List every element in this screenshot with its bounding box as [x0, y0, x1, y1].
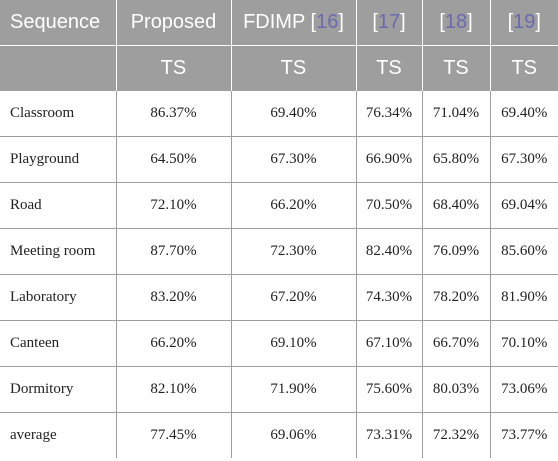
table-cell: 73.77% — [501, 427, 548, 443]
table-header: Sequence Proposed FDIMP [16] [17] [18] [… — [0, 0, 558, 91]
table-cell: 80.03% — [422, 366, 491, 413]
table-row: Road 72.10% 66.20% 70.50% 68.40% 69.04% — [0, 182, 558, 229]
header-metric: TS — [490, 45, 558, 91]
table-cell: 73.31% — [356, 412, 423, 458]
table-cell: 78.20% — [422, 274, 491, 321]
table-cell: 73.06% — [490, 366, 558, 413]
row-label: Meeting room — [0, 228, 117, 275]
row-label: Playground — [0, 136, 117, 183]
header-method-17: [17] — [356, 0, 423, 46]
row-label: Laboratory — [0, 274, 117, 321]
table-cell: 86.37% — [116, 91, 232, 137]
header-metric: TS — [231, 45, 357, 91]
table-cell: 69.40% — [490, 91, 558, 137]
table-cell: 71.04% — [422, 91, 491, 137]
table-cell: 66.90% — [356, 136, 423, 183]
table-cell: 83.20% — [116, 274, 232, 321]
citation-link[interactable]: 18 — [444, 11, 468, 33]
table-cell: 76.09% — [422, 228, 491, 275]
header-method-proposed: Proposed — [116, 0, 232, 46]
table-row: Laboratory 83.20% 67.20% 74.30% 78.20% 8… — [0, 274, 558, 321]
header-method-18: [18] — [422, 0, 491, 46]
table-cell: 69.04% — [490, 182, 558, 229]
table-cell: 68.40% — [422, 182, 491, 229]
table-cell: 69.40% — [231, 91, 357, 137]
table-cell: 66.20% — [231, 182, 357, 229]
citation-link[interactable]: 16 — [316, 11, 339, 33]
table-cell: 81.90% — [490, 274, 558, 321]
table-cell: 64.50% — [116, 136, 232, 183]
table-row: Meeting room 87.70% 72.30% 82.40% 76.09%… — [0, 228, 558, 275]
row-label: Dormitory — [0, 366, 117, 413]
table-body: Classroom 86.37% 69.40% 76.34% 71.04% 69… — [0, 91, 558, 458]
row-label: Road — [0, 182, 117, 229]
table-cell: 69.10% — [231, 320, 357, 367]
row-label: Classroom — [0, 91, 117, 137]
header-metric: TS — [422, 45, 491, 91]
header-metric: TS — [356, 45, 423, 91]
table-cell: 65.80% — [422, 136, 491, 183]
table-cell: 67.30% — [231, 136, 357, 183]
table-cell: 85.60% — [490, 228, 558, 275]
header-row-metric: TS TS TS TS TS — [0, 45, 558, 91]
table-cell: 66.20% — [116, 320, 232, 367]
row-label: average — [0, 412, 117, 458]
table-cell: 87.70% — [116, 228, 232, 275]
header-row-methods: Sequence Proposed FDIMP [16] [17] [18] [… — [0, 0, 558, 46]
table-cell: 69.06% — [231, 412, 357, 458]
table-cell: 70.10% — [490, 320, 558, 367]
table-row: Dormitory 82.10% 71.90% 75.60% 80.03% 73… — [0, 366, 558, 413]
header-sequence: Sequence — [0, 0, 117, 46]
table-cell: 75.60% — [356, 366, 423, 413]
table-cell: 70.50% — [356, 182, 423, 229]
table-cell: 72.32% — [422, 412, 491, 458]
table-row: Canteen 66.20% 69.10% 67.10% 66.70% 70.1… — [0, 320, 558, 367]
table-cell: 82.10% — [116, 366, 232, 413]
table-cell: 74.30% — [356, 274, 423, 321]
table-cell: 72.30% — [231, 228, 357, 275]
table-cell: 82.40% — [356, 228, 423, 275]
table-row: average 77.45% 69.06% 73.31% 72.32% 73.7… — [0, 412, 558, 458]
header-blank — [0, 45, 117, 91]
table-cell: 66.70% — [422, 320, 491, 367]
table-cell: 77.45% — [116, 412, 232, 458]
table-cell: 72.10% — [116, 182, 232, 229]
table-cell: 71.90% — [231, 366, 357, 413]
citation-link[interactable]: 17 — [377, 11, 401, 33]
citation-link[interactable]: 19 — [513, 11, 536, 33]
header-method-fdimp: FDIMP [16] — [231, 0, 357, 46]
row-label: Canteen — [0, 320, 117, 367]
table-cell: 76.34% — [356, 91, 423, 137]
table-cell: 67.20% — [231, 274, 357, 321]
header-metric: TS — [116, 45, 232, 91]
table-row: Playground 64.50% 67.30% 66.90% 65.80% 6… — [0, 136, 558, 183]
table-row: Classroom 86.37% 69.40% 76.34% 71.04% 69… — [0, 91, 558, 137]
header-method-19: [19] — [490, 0, 558, 46]
table-cell: 67.30% — [490, 136, 558, 183]
table-cell: 67.10% — [356, 320, 423, 367]
